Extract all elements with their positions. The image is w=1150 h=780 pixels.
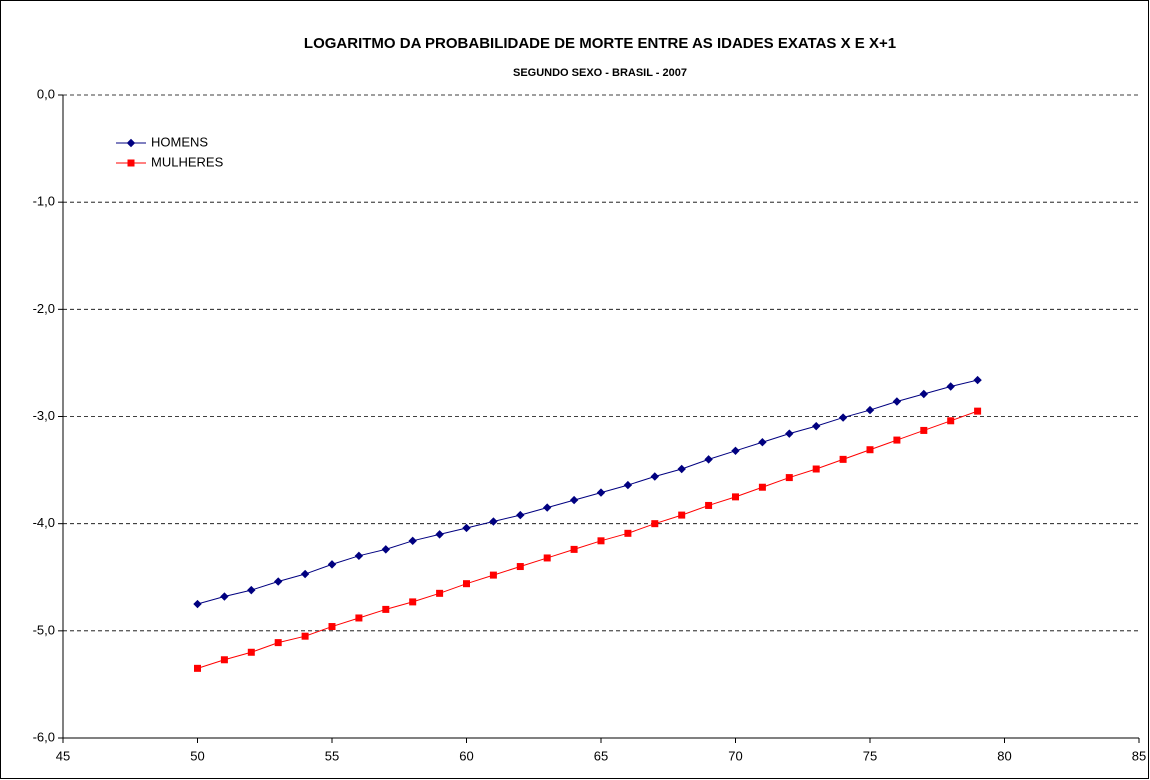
chart-subtitle: SEGUNDO SEXO - BRASIL - 2007 [513,67,687,79]
x-tick-label: 60 [459,748,473,763]
legend-marker [126,138,136,148]
x-tick-label: 55 [325,748,339,763]
data-point [650,472,660,481]
data-point [436,589,444,597]
data-point [247,585,256,595]
data-point [193,599,202,609]
y-tick-label: -4,0 [33,515,55,530]
data-point [974,407,982,415]
x-tick-label: 85 [1132,748,1146,763]
data-point [273,577,283,586]
data-point [973,375,982,385]
data-point [946,382,955,391]
data-point [947,417,955,425]
data-point [569,495,579,505]
data-point [328,623,336,631]
data-point [651,520,659,528]
data-point [758,438,767,447]
data-point [542,503,552,512]
x-tick-label: 70 [728,748,742,763]
data-point [732,493,739,501]
data-point [596,488,606,497]
data-point [274,639,282,647]
data-point [678,511,686,519]
data-point [220,656,228,664]
data-point [892,397,902,406]
data-point [785,474,793,482]
data-point [758,483,766,491]
data-point [677,464,686,474]
series-line [197,410,978,669]
x-tick-label: 75 [863,748,877,763]
data-point [463,580,470,588]
data-point [462,523,471,533]
y-tick-label: -5,0 [33,622,55,637]
data-point [220,592,229,601]
data-point [354,551,364,561]
data-point [247,648,255,656]
legend-label: MULHERES [151,154,224,169]
data-point [543,554,551,562]
data-point [919,389,929,399]
data-point [731,446,740,456]
data-point [327,560,337,569]
x-tick-label: 80 [997,748,1011,763]
data-point [381,545,391,554]
chart-title: LOGARITMO DA PROBABILIDADE DE MORTE ENTR… [304,35,896,52]
data-point [893,436,901,444]
x-tick-label: 50 [190,748,204,763]
data-point [300,569,310,579]
data-point [838,413,848,422]
data-point [920,426,928,434]
data-point [624,529,632,537]
y-tick-label: -6,0 [33,729,55,744]
data-point [597,537,605,545]
data-point [865,405,875,415]
series-line [197,379,978,605]
data-point [301,632,309,640]
legend-marker [127,159,135,167]
data-point [705,501,713,509]
legend-label: HOMENS [151,134,208,149]
data-point [812,465,820,473]
data-point [866,446,874,454]
data-point [409,598,417,606]
y-tick-label: -1,0 [33,194,55,209]
y-tick-label: -2,0 [33,301,55,316]
data-point [516,510,525,520]
x-tick-label: 65 [594,748,608,763]
data-point [704,455,713,464]
data-point [194,664,201,672]
data-point [839,455,847,463]
data-point [489,571,497,579]
data-point [355,614,363,622]
data-point [623,480,633,490]
data-point [382,605,390,613]
data-point [489,517,498,526]
data-point [570,545,578,553]
x-tick-label: 45 [56,748,70,763]
data-point [811,421,821,431]
data-point [785,429,794,438]
data-point [516,563,524,571]
y-tick-label: 0,0 [37,86,55,101]
data-point [435,530,444,539]
data-point [408,536,417,546]
y-tick-label: -3,0 [33,408,55,423]
